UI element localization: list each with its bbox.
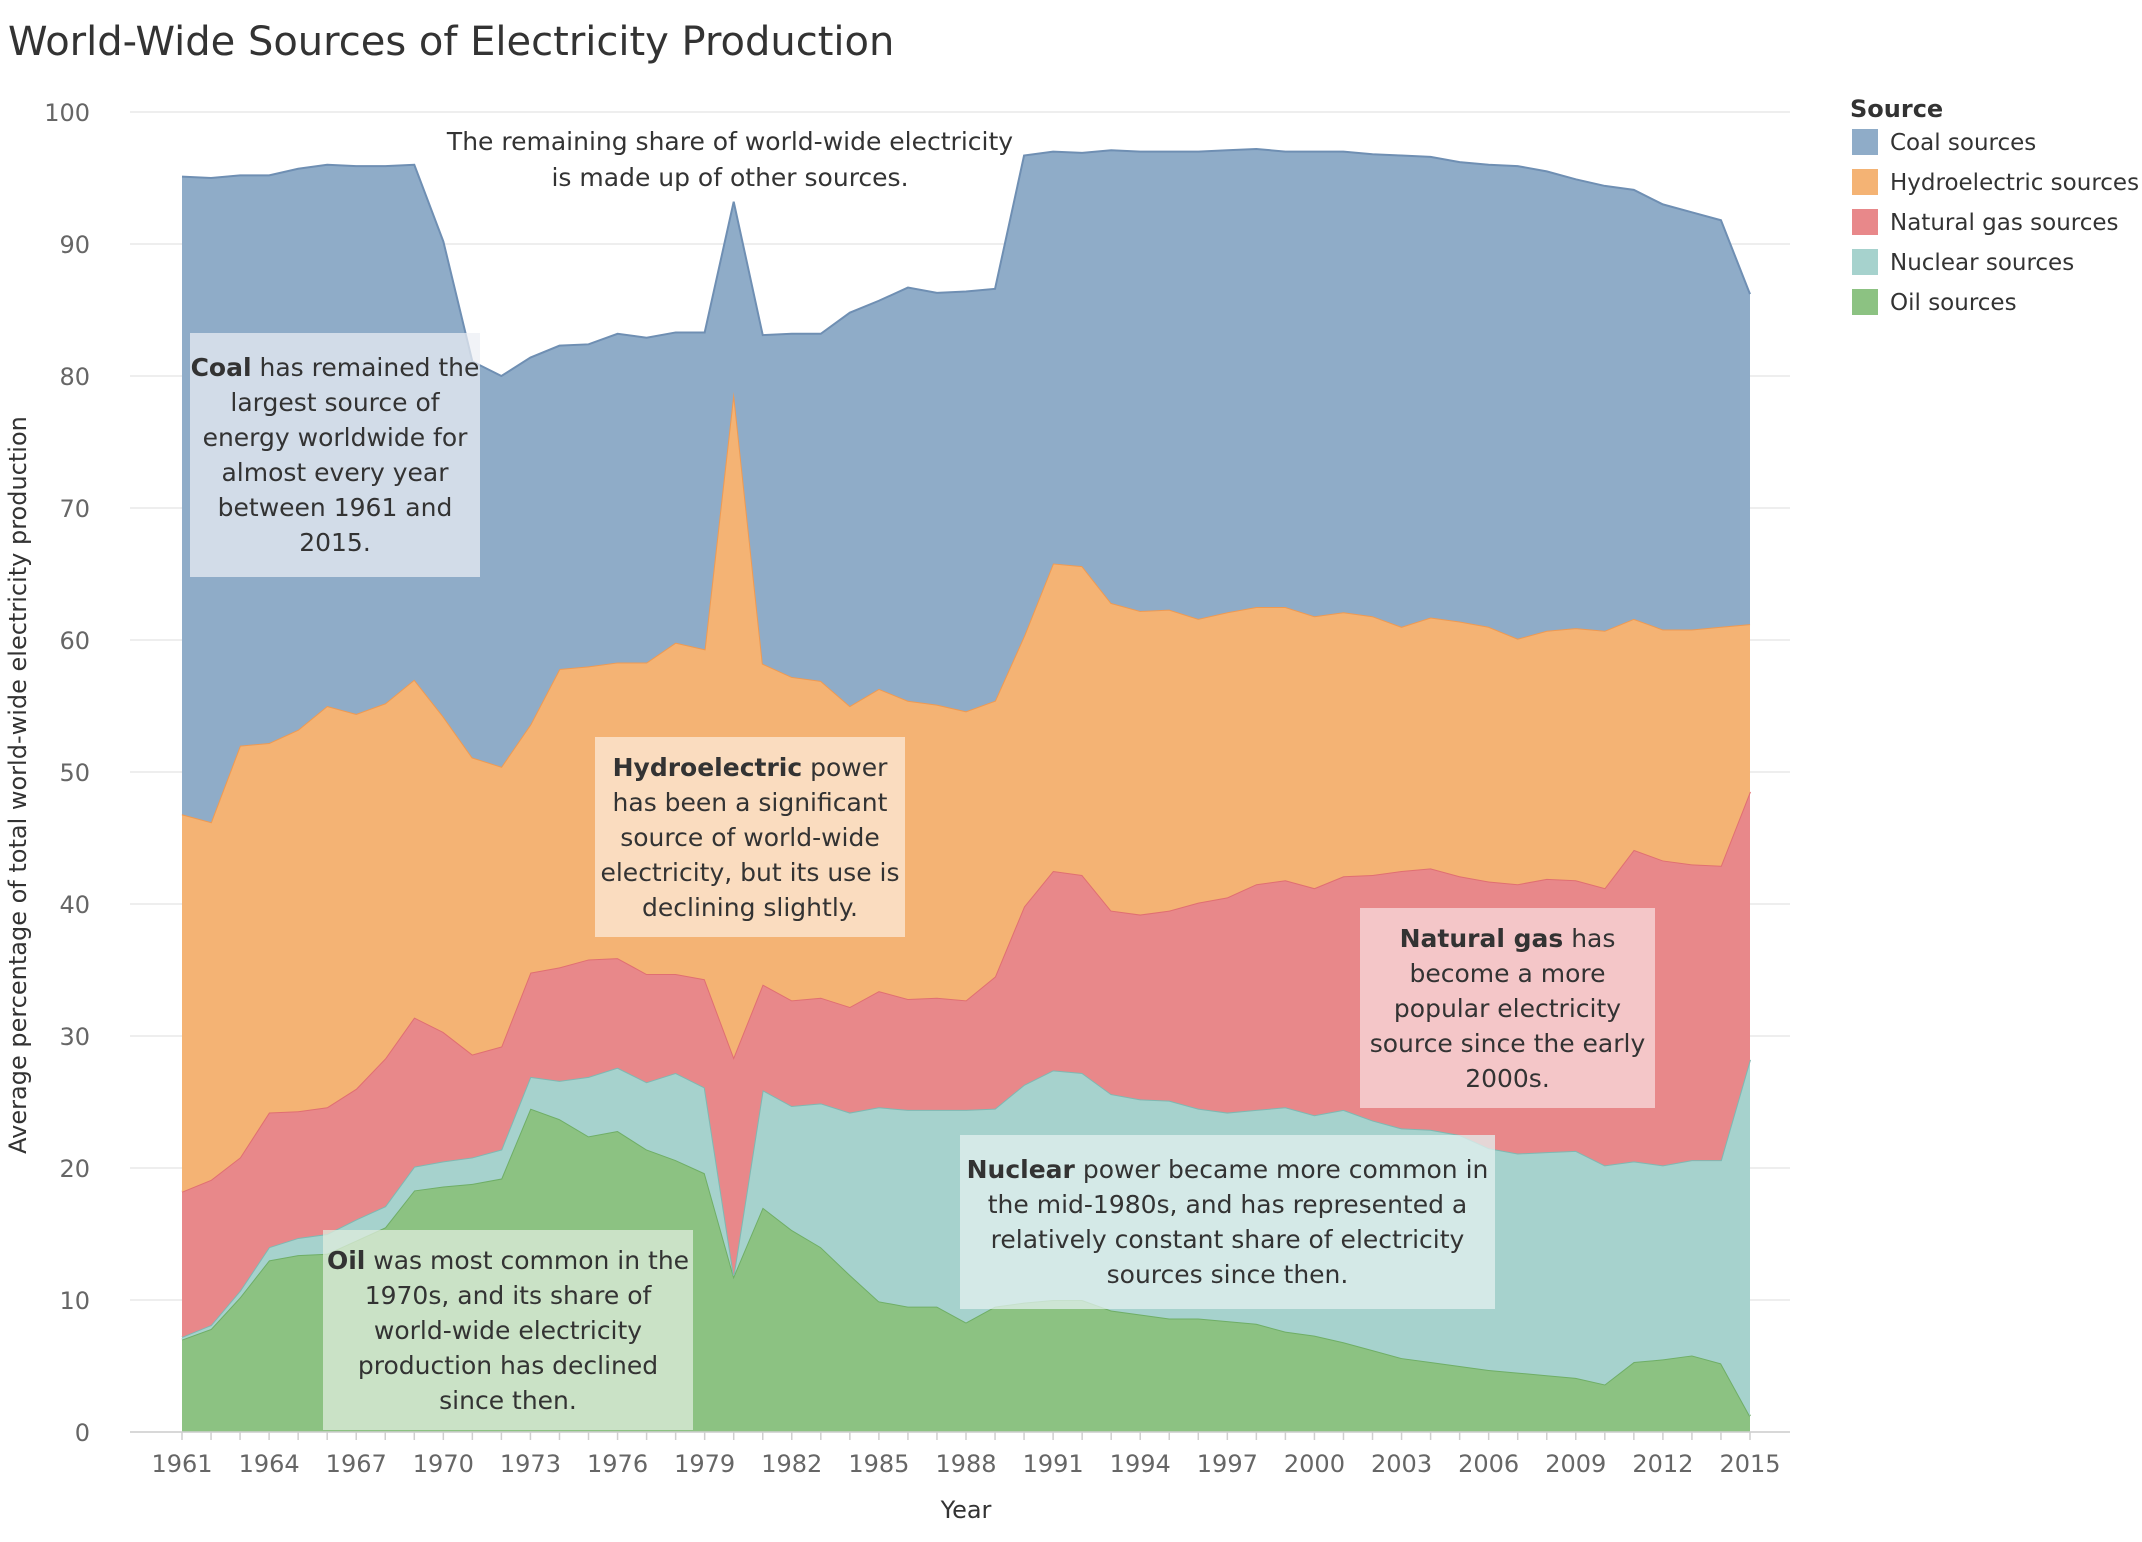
- annotation-nuclear-bold: Nuclear: [966, 1155, 1075, 1184]
- legend-swatch-natural-gas-sources: [1852, 209, 1878, 235]
- area-natural-gas-sources: [182, 791, 1750, 1337]
- annotation-hydro-bold: Hydroelectric: [612, 752, 803, 782]
- x-tick-label-2000: 2000: [1284, 1450, 1345, 1478]
- legend-label-natural-gas-sources: Natural gas sources: [1890, 210, 2119, 236]
- y-tick-label-90: 90: [59, 231, 90, 259]
- x-tick-label-1979: 1979: [674, 1450, 735, 1478]
- x-tick-label-1994: 1994: [1110, 1450, 1171, 1478]
- y-tick-label-100: 100: [44, 99, 90, 127]
- x-tick-label-1982: 1982: [761, 1450, 822, 1478]
- annotation-remaining: The remaining share of world-wide electr…: [440, 124, 1020, 196]
- x-tick-label-2012: 2012: [1632, 1450, 1693, 1478]
- x-tick-label-2009: 2009: [1545, 1450, 1606, 1478]
- x-tick-label-1967: 1967: [326, 1450, 387, 1478]
- legend-swatch-oil-sources: [1852, 289, 1878, 315]
- axes: 0 10 20 30 40 50 60 70 80 90 100 1961 1964 1967 1970 19…: [44, 99, 1790, 1478]
- annotation-coal-text: has remained the largest source of energ…: [202, 353, 480, 557]
- legend-label-hydroelectric-sources: Hydroelectric sources: [1890, 170, 2139, 196]
- y-tick-label-30: 30: [59, 1023, 90, 1051]
- legend-swatch-nuclear-sources: [1852, 249, 1878, 275]
- x-tick-label-1991: 1991: [1023, 1450, 1084, 1478]
- legend-label-oil-sources: Oil sources: [1890, 290, 2017, 316]
- legend-title: Source: [1850, 95, 1943, 123]
- annotation-nuclear: Nuclear power became more common in the …: [960, 1135, 1495, 1309]
- annotation-gas-text: has become a more popular electricity so…: [1369, 923, 1646, 1093]
- area-coal-sources: [182, 148, 1750, 823]
- annotation-remaining-text: The remaining share of world-wide electr…: [446, 127, 1014, 192]
- y-axis-title: Average percentage of total world-wide e…: [4, 416, 32, 1154]
- legend-label-coal-sources: Coal sources: [1890, 130, 2036, 156]
- x-tick-label-2003: 2003: [1371, 1450, 1432, 1478]
- annotation-coal: Coal has remained the largest source of …: [190, 333, 480, 577]
- y-tick-label-70: 70: [59, 495, 90, 523]
- annotation-hydro-text: power has been a significant source of w…: [600, 752, 900, 922]
- annotation-hydro: Hydroelectric power has been a significa…: [595, 737, 905, 937]
- x-tick-label-1976: 1976: [587, 1450, 648, 1478]
- x-tick-label-1961: 1961: [151, 1450, 212, 1478]
- area-hydroelectric-sources: [182, 391, 1750, 1192]
- x-tick-label-1970: 1970: [413, 1450, 474, 1478]
- y-tick-label-60: 60: [59, 627, 90, 655]
- x-tick-label-1964: 1964: [239, 1450, 300, 1478]
- y-tick-label-80: 80: [59, 363, 90, 391]
- x-tick-label-1988: 1988: [935, 1450, 996, 1478]
- x-tick-label-1985: 1985: [848, 1450, 909, 1478]
- y-tick-label-10: 10: [59, 1287, 90, 1315]
- legend-label-nuclear-sources: Nuclear sources: [1890, 250, 2074, 276]
- annotation-gas: Natural gas has become a more popular el…: [1360, 908, 1655, 1108]
- legend: Source Coal sources Hydroelectric sources…: [1850, 95, 2139, 316]
- y-tick-label-40: 40: [59, 891, 90, 919]
- annotation-oil-text: was most common in the 1970s, and its sh…: [357, 1245, 690, 1415]
- x-tick-label-2006: 2006: [1458, 1450, 1519, 1478]
- y-tick-label-0: 0: [75, 1419, 90, 1447]
- x-tick-label-2015: 2015: [1719, 1450, 1780, 1478]
- annotation-oil-bold: Oil: [326, 1245, 366, 1275]
- x-tick-label-1997: 1997: [1197, 1450, 1258, 1478]
- annotation-gas-bold: Natural gas: [1399, 923, 1564, 953]
- legend-swatch-coal-sources: [1852, 129, 1878, 155]
- area-edge-coal-sources: [181, 147, 1751, 378]
- annotation-nuclear-text: power became more common in the mid-1980…: [987, 1155, 1489, 1289]
- x-tick-label-1973: 1973: [500, 1450, 561, 1478]
- chart-title: World-Wide Sources of Electricity Produc…: [8, 19, 894, 65]
- annotation-coal-bold: Coal: [190, 353, 252, 382]
- annotation-oil: Oil was most common in the 1970s, and it…: [323, 1230, 693, 1430]
- y-tick-label-20: 20: [59, 1155, 90, 1183]
- legend-swatch-hydroelectric-sources: [1852, 169, 1878, 195]
- y-tick-label-50: 50: [59, 759, 90, 787]
- x-axis-title: Year: [940, 1496, 992, 1524]
